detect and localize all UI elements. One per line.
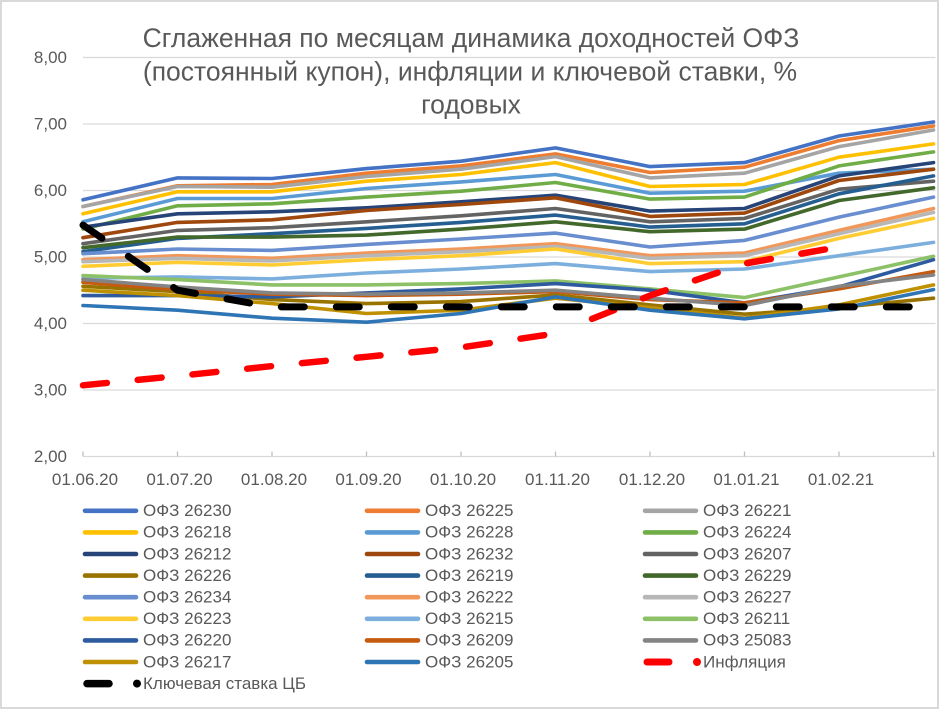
svg-text:8,00: 8,00: [34, 48, 67, 67]
svg-text:01.08.20: 01.08.20: [241, 470, 307, 489]
svg-text:ОФЗ 26222: ОФЗ 26222: [425, 588, 513, 607]
svg-text:ОФЗ 26219: ОФЗ 26219: [425, 566, 513, 585]
svg-text:6,00: 6,00: [34, 181, 67, 200]
svg-text:ОФЗ 26211: ОФЗ 26211: [703, 609, 790, 628]
svg-text:01.07.20: 01.07.20: [146, 470, 212, 489]
svg-text:ОФЗ 26226: ОФЗ 26226: [143, 566, 231, 585]
svg-text:ОФЗ 26207: ОФЗ 26207: [703, 544, 791, 563]
svg-text:01.12.20: 01.12.20: [619, 470, 685, 489]
svg-text:ОФЗ 26215: ОФЗ 26215: [425, 609, 513, 628]
svg-text:ОФЗ 26225: ОФЗ 26225: [425, 501, 513, 520]
svg-text:ОФЗ 26230: ОФЗ 26230: [143, 501, 231, 520]
svg-text:01.10.20: 01.10.20: [430, 470, 496, 489]
svg-text:Сглаженная по месяцам динамика: Сглаженная по месяцам динамика доходност…: [143, 23, 800, 53]
svg-text:(постоянный купон), инфляции и: (постоянный купон), инфляции и ключевой …: [143, 57, 797, 87]
svg-text:4,00: 4,00: [34, 314, 67, 333]
svg-text:01.06.20: 01.06.20: [52, 470, 118, 489]
svg-text:Ключевая ставка ЦБ: Ключевая ставка ЦБ: [143, 674, 306, 693]
svg-text:годовых: годовых: [421, 90, 521, 120]
svg-text:ОФЗ 26212: ОФЗ 26212: [143, 544, 231, 563]
svg-text:ОФЗ 26229: ОФЗ 26229: [703, 566, 791, 585]
svg-text:5,00: 5,00: [34, 248, 67, 267]
svg-text:ОФЗ 26218: ОФЗ 26218: [143, 523, 231, 542]
svg-text:01.01.21: 01.01.21: [713, 470, 779, 489]
svg-text:ОФЗ 25083: ОФЗ 25083: [703, 631, 791, 650]
svg-text:ОФЗ 26227: ОФЗ 26227: [703, 588, 791, 607]
svg-text:ОФЗ 26234: ОФЗ 26234: [143, 588, 231, 607]
svg-text:3,00: 3,00: [34, 381, 67, 400]
svg-text:ОФЗ 26209: ОФЗ 26209: [425, 631, 513, 650]
svg-text:ОФЗ 26220: ОФЗ 26220: [143, 631, 231, 650]
svg-text:01.02.21: 01.02.21: [808, 470, 874, 489]
svg-text:ОФЗ 26217: ОФЗ 26217: [143, 652, 231, 671]
svg-text:ОФЗ 26224: ОФЗ 26224: [703, 523, 791, 542]
svg-text:7,00: 7,00: [34, 115, 67, 134]
svg-text:01.09.20: 01.09.20: [335, 470, 401, 489]
svg-text:ОФЗ 26232: ОФЗ 26232: [425, 544, 513, 563]
svg-text:ОФЗ 26228: ОФЗ 26228: [425, 523, 513, 542]
svg-text:ОФЗ 26205: ОФЗ 26205: [425, 652, 513, 671]
svg-text:01.11.20: 01.11.20: [525, 470, 590, 489]
svg-text:ОФЗ 26221: ОФЗ 26221: [703, 501, 791, 520]
svg-text:ОФЗ 26223: ОФЗ 26223: [143, 609, 231, 628]
svg-text:Инфляция: Инфляция: [703, 652, 786, 671]
svg-text:2,00: 2,00: [34, 447, 67, 466]
